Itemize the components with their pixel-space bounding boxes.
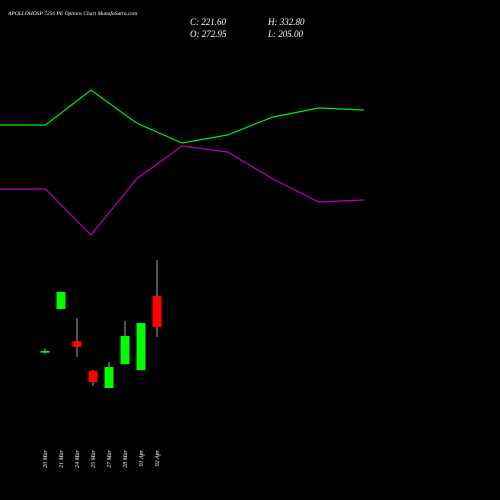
indicator-line — [0, 89, 365, 144]
x-tick-label: 20 Mar — [43, 449, 49, 467]
x-tick-label: 27 Mar — [107, 449, 113, 467]
x-tick-label: 25 Mar — [91, 449, 97, 467]
candle-body — [104, 367, 114, 389]
x-tick-label: 21 Mar — [59, 449, 65, 467]
candle-body — [152, 296, 162, 328]
open-label: O: 272.95 — [190, 29, 227, 39]
high-label: H: 332.80 — [267, 17, 305, 27]
x-tick-label: 24 Mar — [74, 449, 81, 467]
x-tick-label: 02 Apr — [155, 449, 161, 466]
low-label: L: 205.00 — [267, 29, 304, 39]
candle-body — [72, 341, 82, 348]
candle-body — [136, 323, 146, 371]
x-tick-label: 28 Mar — [123, 449, 129, 467]
candle-body — [40, 350, 50, 353]
candle-body — [120, 336, 130, 364]
x-tick-label: 01 Apr — [139, 449, 145, 466]
candle-body — [56, 292, 66, 310]
indicator-line — [0, 145, 365, 236]
close-label: C: 221.60 — [190, 17, 227, 27]
candle-body — [88, 371, 98, 383]
chart-title: APOLLOHOSP 7250 PE Options Chart MunafaS… — [7, 10, 137, 17]
